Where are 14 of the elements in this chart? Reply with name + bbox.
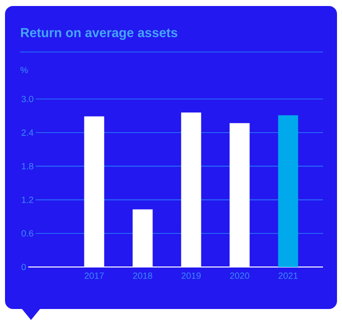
chart-title: Return on average assets	[21, 28, 178, 40]
x-tick-label: 2020	[230, 272, 250, 279]
y-tick-label: 0	[22, 264, 26, 270]
bar	[278, 115, 298, 267]
x-tick-label: 2017	[84, 272, 104, 279]
x-tick-label: 2021	[278, 272, 298, 279]
x-tick-label: 2019	[182, 272, 201, 279]
y-axis-title: %	[20, 66, 28, 74]
x-tick-label: 2018	[133, 272, 152, 279]
y-tick-label: 1.8	[22, 163, 34, 170]
y-tick-label: 0.6	[22, 230, 34, 237]
y-tick-label: 1.2	[22, 196, 34, 203]
y-tick-label: 3.0	[22, 96, 34, 102]
y-tick-label: 2.4	[22, 129, 34, 136]
